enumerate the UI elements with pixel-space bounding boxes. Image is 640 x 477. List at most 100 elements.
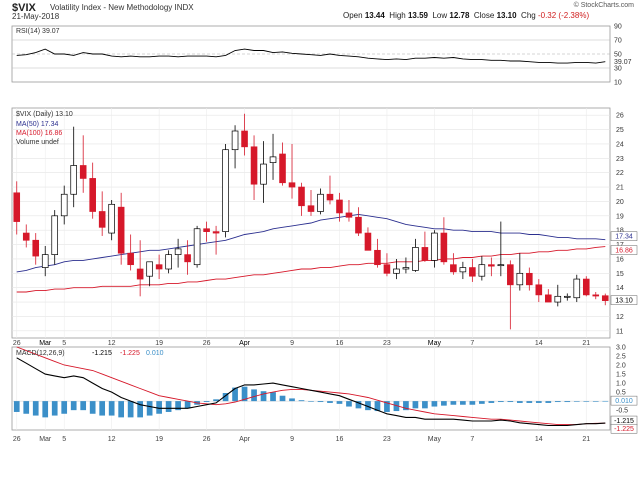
candle-body bbox=[592, 294, 600, 297]
rsi-tick-label: 10 bbox=[614, 80, 622, 87]
macd-hist-bar bbox=[156, 401, 162, 414]
price-tick-label: 24 bbox=[616, 141, 624, 148]
candle-body bbox=[374, 249, 381, 266]
price-tick-label: 12 bbox=[616, 314, 624, 321]
price-last-tag-box bbox=[610, 295, 638, 305]
candle-body bbox=[174, 248, 182, 255]
macd-line bbox=[16, 357, 606, 427]
macd-hist-bar bbox=[507, 401, 514, 403]
macd-legend: MACD(12,26,9) bbox=[16, 350, 65, 357]
open-label: Open bbox=[343, 11, 363, 20]
macd-hist-bar bbox=[89, 401, 96, 414]
macd-hist-bar bbox=[384, 401, 390, 412]
candle-body bbox=[545, 294, 552, 303]
macd-hist-bar bbox=[450, 401, 457, 405]
macd-hist-bar bbox=[270, 392, 276, 402]
macd-hist-bar bbox=[289, 398, 295, 402]
rsi-legend: RSI(14) 39.07 bbox=[16, 28, 60, 35]
candle-body bbox=[279, 153, 286, 184]
candle-body bbox=[364, 232, 372, 251]
macd-hist-bar bbox=[422, 401, 428, 409]
macd-x-label: 26 bbox=[13, 436, 21, 443]
macd-hist-bar bbox=[554, 401, 561, 403]
macd-hist-last-tag: 0.010 bbox=[615, 398, 633, 405]
macd-hist-bar bbox=[222, 393, 229, 402]
macd-hist-bar bbox=[403, 401, 409, 411]
macd-hist-bar bbox=[118, 401, 125, 418]
macd-hist-bar bbox=[13, 401, 20, 412]
macd-tick-label: 1.0 bbox=[616, 381, 626, 388]
price-x-label: 5 bbox=[62, 340, 66, 347]
candle-body bbox=[402, 267, 410, 270]
rsi-tick-label: 30 bbox=[614, 66, 622, 73]
price-x-label: 12 bbox=[108, 340, 116, 347]
candle-body bbox=[70, 165, 77, 195]
macd-hist-last-tag-box bbox=[610, 395, 638, 406]
candle-body bbox=[488, 264, 495, 267]
candle-body bbox=[51, 215, 59, 255]
candle-body bbox=[60, 193, 68, 217]
candle-body bbox=[516, 272, 524, 286]
price-x-label: 21 bbox=[582, 340, 590, 347]
close-label: Close bbox=[473, 11, 495, 20]
macd-hist-bar bbox=[346, 401, 352, 407]
macd-hist-bar bbox=[61, 401, 68, 414]
macd-tick-label: -0.5 bbox=[616, 408, 628, 415]
candle-body bbox=[108, 203, 115, 234]
macd-tick-label: 3.0 bbox=[616, 345, 626, 352]
macd-hist-bar bbox=[251, 389, 257, 402]
price-x-label: Mar bbox=[39, 340, 52, 347]
low-value: 12.78 bbox=[449, 11, 470, 20]
macd-x-label: May bbox=[428, 436, 442, 443]
rsi-tick-label: 39.07 bbox=[614, 59, 632, 66]
candle-body bbox=[450, 264, 457, 273]
macd-hist-bar bbox=[469, 401, 476, 405]
price-tick-label: 11 bbox=[616, 328, 623, 335]
macd-x-label: 21 bbox=[582, 436, 590, 443]
price-x-label: 14 bbox=[535, 340, 543, 347]
index-name: Volatility Index - New Methodology INDX bbox=[50, 3, 194, 12]
macd-last-tag: -1.215 bbox=[614, 418, 634, 425]
macd-hist-bar bbox=[602, 400, 609, 402]
candle-body bbox=[440, 232, 448, 263]
macd-hist-bar bbox=[184, 401, 191, 409]
macd-hist-bar bbox=[573, 401, 580, 402]
price-legend-volume: Volume undef bbox=[16, 139, 59, 146]
macd-x-label: 19 bbox=[155, 436, 163, 443]
macd-hist-bar bbox=[137, 401, 143, 418]
symbol: $VIX bbox=[12, 2, 36, 14]
macd-legend-value: -1.215 bbox=[92, 350, 112, 357]
price-x-label: 26 bbox=[13, 340, 21, 347]
macd-hist-bar bbox=[374, 401, 381, 412]
macd-hist-bar bbox=[393, 401, 400, 412]
candle-body bbox=[497, 264, 505, 267]
ma100-last-tag: 16.86 bbox=[615, 248, 633, 255]
price-x-label: 26 bbox=[203, 340, 211, 347]
macd-hist-bar bbox=[23, 401, 30, 414]
candle-body bbox=[241, 130, 248, 148]
macd-hist-bar bbox=[70, 401, 77, 411]
candle-body bbox=[22, 232, 30, 241]
price-tick-label: 15 bbox=[616, 271, 624, 278]
candle-body bbox=[431, 232, 438, 261]
macd-tick-label: 1.5 bbox=[616, 372, 626, 379]
low-label: Low bbox=[432, 11, 448, 20]
candle-body bbox=[383, 264, 391, 274]
candle-body bbox=[345, 212, 353, 218]
macd-x-label: 5 bbox=[62, 436, 66, 443]
price-tick-label: 14 bbox=[616, 285, 624, 292]
exchange: INDX bbox=[174, 3, 194, 12]
macd-hist-bar bbox=[165, 401, 172, 412]
macd-x-label: 16 bbox=[336, 436, 344, 443]
ma50-last-tag: 17.34 bbox=[615, 234, 633, 241]
macd-x-label: 23 bbox=[383, 436, 391, 443]
macd-hist-bar bbox=[99, 401, 106, 416]
macd-hist-bar bbox=[317, 401, 324, 403]
candle-body bbox=[260, 163, 267, 185]
macd-x-label: 26 bbox=[203, 436, 211, 443]
rsi-tick-label: 50 bbox=[614, 52, 622, 59]
macd-hist-bar bbox=[497, 401, 504, 403]
macd-x-label: Apr bbox=[239, 436, 251, 443]
macd-hist-bar bbox=[583, 401, 590, 402]
price-tick-label: 20 bbox=[616, 199, 624, 206]
